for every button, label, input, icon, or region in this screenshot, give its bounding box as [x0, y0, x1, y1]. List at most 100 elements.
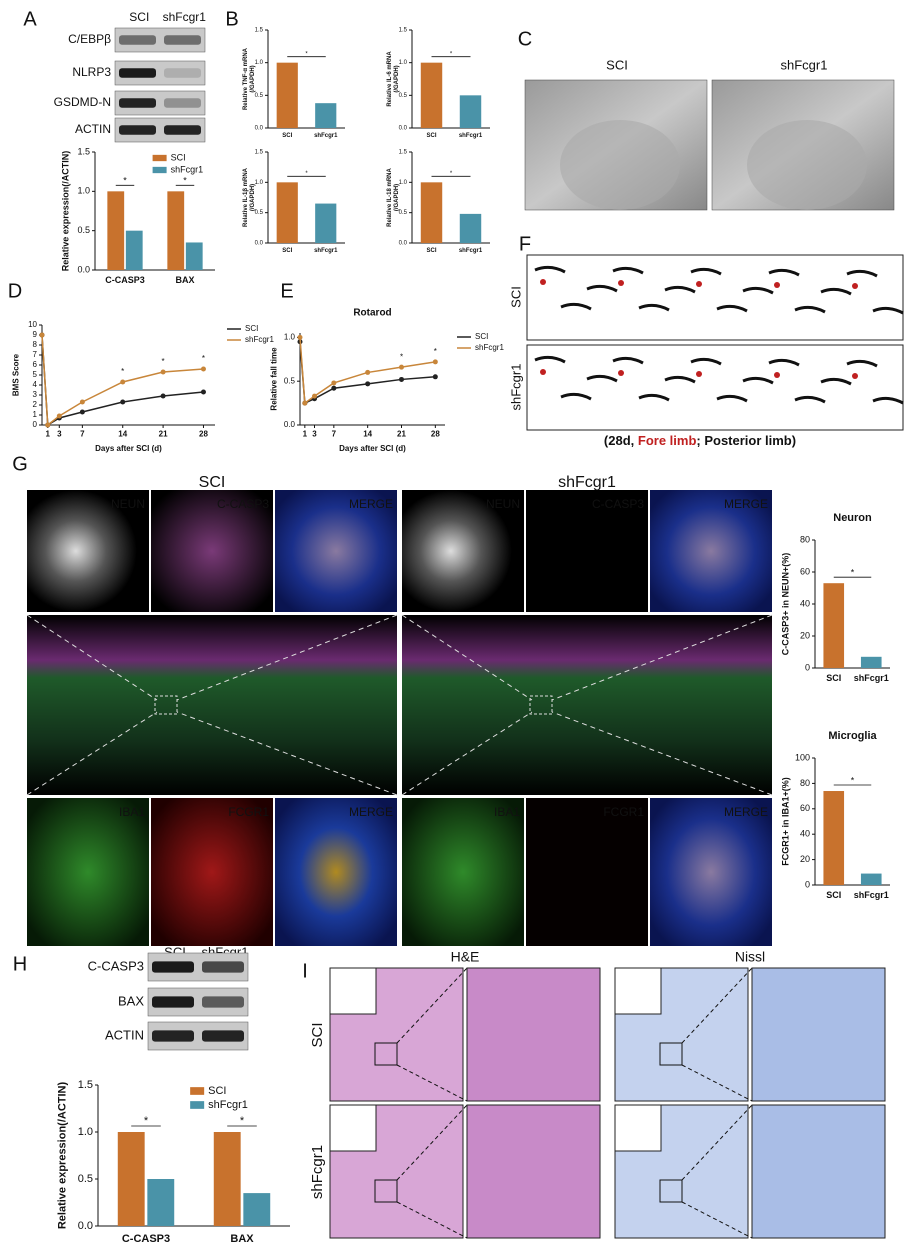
x-tick-label: shFcgr1	[854, 673, 889, 683]
footprint-fore	[774, 372, 780, 378]
tile-label: MERGE	[724, 497, 768, 511]
significance: *	[450, 171, 453, 177]
tile-label: C-CASP3	[592, 497, 644, 511]
blot-band	[152, 996, 194, 1008]
point	[200, 389, 206, 395]
gait-box	[526, 344, 904, 431]
panel-letter: G	[12, 453, 28, 475]
gait-row: shFcgr1	[508, 364, 523, 411]
bar	[147, 1179, 175, 1226]
footprint	[716, 304, 748, 313]
significance: *	[202, 354, 205, 363]
blot-band	[202, 961, 244, 973]
x-tick-label: C-CASP3	[105, 275, 145, 285]
point	[331, 385, 337, 391]
y-tick-label: 0.5	[284, 376, 296, 385]
panel-letter: C	[518, 28, 532, 50]
significance: *	[183, 176, 187, 186]
significance: *	[123, 176, 127, 186]
bar	[117, 1132, 145, 1226]
y-tick-label: 2	[33, 400, 38, 409]
x-tick-label: 7	[332, 430, 337, 439]
y-axis-title: Relative IL-6 mRNA	[387, 51, 393, 107]
footprint	[638, 393, 670, 402]
point	[200, 366, 206, 372]
blot-row: BAX	[118, 993, 144, 1008]
footprint	[716, 394, 748, 403]
legend-entry: SCI	[171, 152, 186, 162]
em-nucleus	[560, 120, 680, 210]
blot-row: C-CASP3	[88, 958, 144, 973]
blot-band	[152, 961, 194, 973]
image-title: shFcgr1	[781, 57, 828, 72]
tile-label: FCGR1	[228, 805, 269, 819]
footprint-fore	[852, 373, 858, 379]
panel-letter: A	[23, 8, 37, 30]
bar	[459, 95, 482, 128]
y-tick-label: 100	[795, 752, 810, 762]
bar	[459, 213, 482, 243]
bar	[167, 191, 185, 270]
x-tick-label: SCI	[426, 248, 436, 254]
zoom-lines	[681, 967, 753, 1102]
panel-letter: F	[519, 233, 531, 255]
x-tick-label: 14	[118, 430, 127, 439]
if-panorama	[27, 615, 397, 795]
significance: *	[851, 568, 855, 578]
footprint	[820, 287, 852, 296]
footprint	[664, 285, 696, 294]
histo-inset	[329, 967, 377, 1015]
point	[399, 376, 404, 382]
blot-band	[164, 68, 201, 78]
significance: *	[434, 347, 437, 356]
blot-column: shFcgr1	[163, 10, 207, 24]
y-tick-label: 0.0	[77, 264, 90, 274]
x-tick-label: 21	[159, 430, 168, 439]
footprint	[534, 355, 566, 364]
x-tick-label: shFcgr1	[459, 248, 483, 254]
point	[120, 399, 126, 405]
y-tick-label: 1.0	[399, 180, 408, 186]
x-tick-label: BAX	[175, 275, 194, 285]
significance: *	[240, 1115, 245, 1127]
footprint-fore	[696, 281, 702, 287]
gait-row: SCI	[508, 286, 523, 308]
bar	[213, 1132, 241, 1226]
point	[45, 422, 51, 428]
chart-title: Rotarod	[353, 308, 391, 319]
group-title: SCI	[199, 474, 226, 491]
y-tick-label: 3	[33, 390, 38, 399]
if-tile	[275, 490, 397, 612]
panel-letter: D	[8, 280, 22, 302]
histo-zoom-box	[374, 1042, 398, 1066]
if-tile	[650, 490, 772, 612]
y-tick-label: 10	[28, 320, 37, 329]
significance: *	[450, 52, 453, 58]
panel-letter: B	[225, 8, 238, 30]
legend-entry: SCI	[245, 324, 258, 333]
zoom-lines	[681, 1104, 753, 1239]
y-tick-label: 1	[33, 410, 38, 419]
y-tick-label: 1.5	[399, 150, 408, 156]
y-axis-title: (/GAPDH)	[250, 184, 256, 211]
bar	[823, 583, 845, 668]
blot-row: NLRP3	[72, 65, 111, 79]
gait-box	[526, 254, 904, 341]
x-tick-label: 21	[397, 430, 406, 439]
zoom-lines	[396, 1104, 468, 1239]
blot-row: ACTIN	[75, 122, 111, 136]
bar	[860, 656, 882, 668]
y-tick-label: 0	[805, 879, 810, 889]
x-tick-label: SCI	[282, 133, 292, 139]
blot-row: ACTIN	[105, 1027, 144, 1042]
point	[365, 369, 371, 375]
zoom-lines	[26, 614, 398, 796]
footprint	[768, 268, 800, 277]
footprint-fore	[540, 369, 546, 375]
blot-band	[152, 1030, 194, 1042]
histo-inset	[329, 1104, 377, 1152]
if-tile	[275, 798, 397, 946]
zoom-box	[529, 695, 553, 715]
y-tick-label: 40	[800, 598, 810, 608]
x-tick-label: C-CASP3	[122, 1233, 170, 1245]
